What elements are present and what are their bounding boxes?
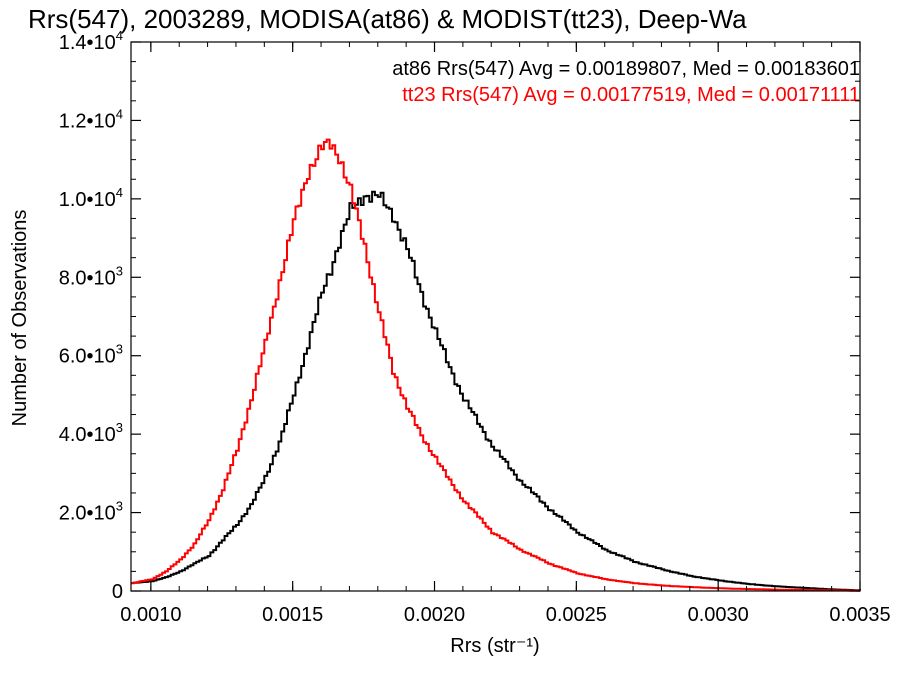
series-1-line <box>131 138 860 592</box>
y-tick-label: 0 <box>112 581 123 603</box>
y-tick-label: 2.0•103 <box>59 499 123 525</box>
x-tick-label: 0.0020 <box>404 604 465 626</box>
x-axis-label: Rrs (str⁻¹) <box>450 635 539 657</box>
y-tick-label: 8.0•103 <box>59 263 123 289</box>
x-tick-label: 0.0035 <box>829 604 890 626</box>
y-tick-label: 6.0•103 <box>59 342 123 368</box>
annotation-at86: at86 Rrs(547) Avg = 0.00189807, Med = 0.… <box>392 58 860 80</box>
y-tick-label: 1.4•104 <box>59 28 123 54</box>
x-tick-label: 0.0025 <box>546 604 607 626</box>
x-tick-label: 0.0015 <box>262 604 323 626</box>
y-tick-label: 1.2•104 <box>59 106 123 132</box>
series-0-line <box>131 190 861 592</box>
x-tick-label: 0.0010 <box>120 604 181 626</box>
x-tick-label: 0.0030 <box>688 604 749 626</box>
y-axis-label: Number of Observations <box>9 210 31 427</box>
chart-title: Rrs(547), 2003289, MODISA(at86) & MODIST… <box>28 4 747 34</box>
annotation-tt23: tt23 Rrs(547) Avg = 0.00177519, Med = 0.… <box>402 84 860 106</box>
y-tick-label: 1.0•104 <box>59 185 123 211</box>
plot-frame <box>130 41 861 592</box>
y-tick-label: 4.0•103 <box>59 420 123 446</box>
